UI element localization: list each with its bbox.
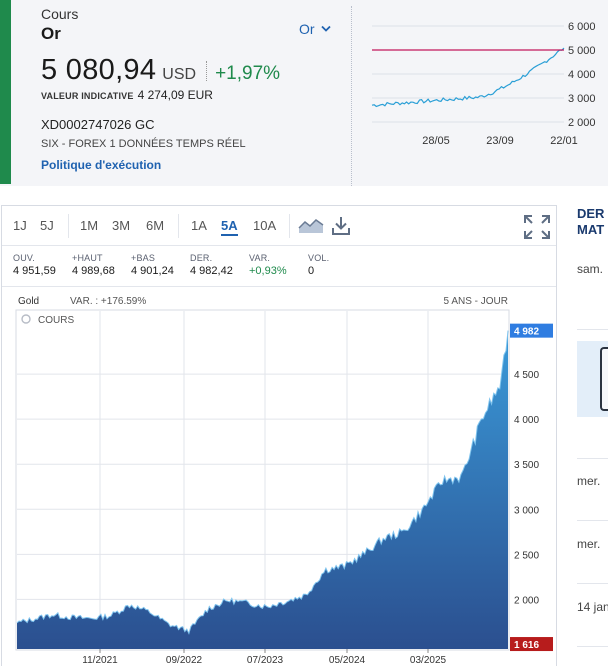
- side-divider: [577, 583, 608, 584]
- y-tick-label: 3 500: [514, 460, 539, 471]
- asset-selector[interactable]: Or: [299, 21, 331, 37]
- news-item-date[interactable]: mer.: [577, 537, 601, 551]
- y-tick-label: 4 500: [514, 370, 539, 381]
- y-tick-label: 2 500: [514, 550, 539, 561]
- stat-high: +HAUT 4 989,68: [72, 253, 115, 277]
- mini-price-chart: 6 000 5 000 4 000 3 000 2 000 28/05 23/09 22/0…: [371, 21, 596, 147]
- price-divider: [206, 60, 208, 81]
- gear-icon: [21, 314, 31, 324]
- legend-cours: COURS: [21, 314, 74, 326]
- chart-variation-label: VAR. : +176.59%: [70, 296, 146, 307]
- area-chart-icon[interactable]: [298, 217, 324, 235]
- first-price-marker-text: 1 616: [514, 640, 539, 651]
- phone-image: [600, 347, 608, 411]
- first-price-marker-box: [510, 637, 553, 652]
- execution-policy-link[interactable]: Politique d'exécution: [41, 158, 162, 172]
- stat-low: +BAS 4 901,24: [131, 253, 174, 277]
- chart-instrument-label: Gold: [18, 296, 39, 307]
- range-1y[interactable]: 1A: [191, 218, 207, 233]
- quote-label: Cours: [41, 6, 79, 22]
- stat-change: VAR. +0,93%: [249, 253, 287, 277]
- range-10y[interactable]: 10A: [253, 218, 277, 233]
- stat-last: DER. 4 982,42: [190, 253, 233, 277]
- toolbar-divider: [68, 214, 69, 238]
- x-tick-label: 09/2022: [166, 655, 203, 666]
- toolbar-divider: [289, 214, 290, 238]
- expand-icon[interactable]: [523, 214, 551, 240]
- chevron-down-icon: [320, 25, 331, 32]
- news-item-date[interactable]: 14 jan: [577, 600, 608, 614]
- indicative-label: VALEUR INDICATIVE: [41, 91, 134, 101]
- price-currency: USD: [162, 66, 197, 83]
- stat-volume: VOL. 0: [308, 253, 330, 277]
- chart-period-label: 5 ANS - JOUR: [444, 296, 508, 307]
- last-price: 5 080,94: [41, 54, 157, 86]
- session-stats: OUV. 4 951,59 +HAUT 4 989,68 +BAS 4 901,24 …: [2, 247, 556, 287]
- x-tick-label: 03/2025: [410, 655, 447, 666]
- trend-indicator-bar: [0, 0, 11, 184]
- isin-code: XD0002747026 GC: [41, 117, 155, 132]
- price-line: [16, 330, 509, 635]
- mini-y-tick-label: 2 000: [568, 117, 596, 129]
- indicative-amount: 4 274,09 EUR: [137, 88, 213, 102]
- range-5d[interactable]: 5J: [40, 218, 54, 233]
- legend-label: COURS: [38, 315, 74, 326]
- news-thumbnail[interactable]: [577, 341, 608, 417]
- last-price-marker-box: [510, 323, 553, 338]
- y-tick-label: 3 000: [514, 505, 539, 516]
- price-history-chart[interactable]: Gold VAR. : +176.59% 5 ANS - JOUR COURS …: [2, 288, 556, 666]
- chart-toolbar: 1J 5J 1M 3M 6M 1A 5A 10A: [2, 206, 556, 246]
- instrument-name: Or: [41, 24, 61, 43]
- toolbar-divider: [178, 214, 179, 238]
- x-tick-label: 11/2021: [82, 655, 118, 666]
- side-divider: [577, 646, 608, 647]
- news-item-date[interactable]: mer.: [577, 474, 601, 488]
- data-feed-info: SIX - FOREX 1 DONNÉES TEMPS RÉEL: [41, 138, 246, 150]
- mini-y-tick-label: 5 000: [568, 45, 596, 57]
- last-price-marker-text: 4 982: [514, 327, 539, 338]
- chart-panel: 1J 5J 1M 3M 6M 1A 5A 10A OUV. 4 951,59 +H…: [1, 205, 557, 666]
- range-1d[interactable]: 1J: [13, 218, 27, 233]
- range-5y[interactable]: 5A: [221, 218, 238, 236]
- mini-x-tick-label: 23/09: [486, 135, 514, 147]
- quote-header: Cours Or Or 5 080,94 USD +1,97% VALEUR I…: [0, 0, 608, 186]
- side-divider: [577, 520, 608, 521]
- asset-selector-label: Or: [299, 21, 315, 37]
- side-divider: [577, 329, 608, 330]
- x-tick-label: 05/2024: [329, 655, 366, 666]
- range-3m[interactable]: 3M: [112, 218, 131, 233]
- x-tick-label: 07/2023: [247, 655, 284, 666]
- mini-x-tick-label: 28/05: [422, 135, 450, 147]
- range-6m[interactable]: 6M: [146, 218, 165, 233]
- header-divider: [351, 6, 352, 186]
- mini-y-tick-label: 3 000: [568, 93, 596, 105]
- side-divider: [577, 458, 608, 459]
- indicative-value: VALEUR INDICATIVE 4 274,09 EUR: [41, 88, 213, 102]
- mini-y-tick-label: 6 000: [568, 21, 596, 33]
- y-tick-label: 4 000: [514, 415, 539, 426]
- price-row: 5 080,94 USD +1,97%: [41, 54, 280, 87]
- side-news-title[interactable]: DER MAT: [577, 206, 605, 237]
- price-change-pct: +1,97%: [215, 63, 281, 84]
- mini-y-tick-label: 4 000: [568, 69, 596, 81]
- news-item-date[interactable]: sam.: [577, 262, 604, 276]
- y-tick-label: 2 000: [514, 595, 539, 606]
- price-area: [17, 330, 508, 649]
- mini-chart-line: [371, 47, 565, 108]
- mini-x-tick-label: 22/01: [550, 135, 578, 147]
- download-icon[interactable]: [331, 215, 351, 237]
- range-1m[interactable]: 1M: [80, 218, 99, 233]
- stat-open: OUV. 4 951,59: [13, 253, 56, 277]
